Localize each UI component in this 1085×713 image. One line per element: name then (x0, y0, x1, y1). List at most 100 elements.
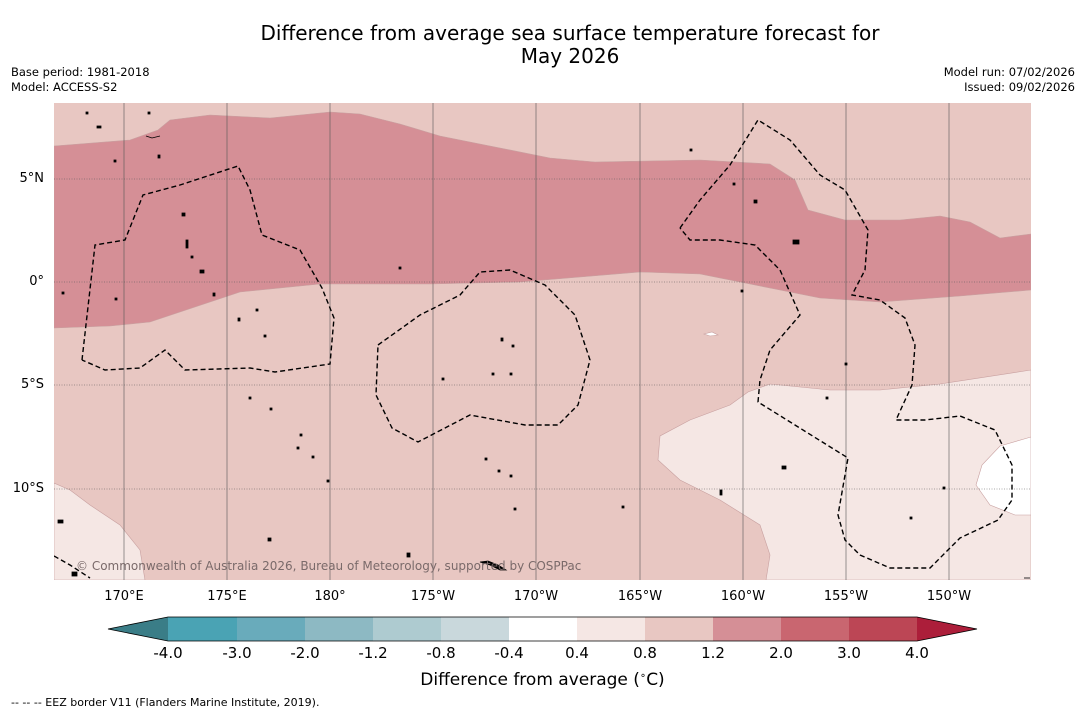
model-text: Model: ACCESS-S2 (11, 80, 118, 94)
eez-border-line-islands (679, 119, 1013, 569)
grid-lines-vertical (123, 103, 950, 580)
colorbar-tick-label: 0.8 (633, 644, 657, 662)
footnote-eez: -- -- -- EEZ border V11 (Flanders Marine… (11, 696, 320, 709)
copyright-text: © Commonwealth of Australia 2026, Bureau… (76, 559, 582, 573)
colorbar (107, 616, 978, 642)
colorbar-title-unit: C) (646, 670, 665, 690)
anomaly-small-patch (702, 331, 720, 337)
lat-label-5s: 5°S (20, 377, 44, 392)
island (326, 479, 330, 483)
colorbar-tick-label: -4.0 (153, 644, 183, 662)
map-panel (54, 103, 1031, 580)
island (71, 571, 78, 577)
island (263, 334, 267, 338)
colorbar-extend-left (108, 617, 168, 641)
island (61, 291, 65, 295)
colorbar-bin (645, 617, 713, 641)
island (185, 239, 189, 249)
island (199, 269, 205, 274)
issued-text: Issued: 09/02/2026 (964, 80, 1075, 94)
island (296, 446, 300, 450)
island (719, 489, 723, 496)
colorbar-bin (713, 617, 781, 641)
anomaly-region-neutral (975, 436, 1031, 516)
island (491, 372, 495, 376)
title-line-1: Difference from average sea surface temp… (260, 21, 880, 45)
island (145, 135, 161, 139)
colorbar-bin (849, 617, 917, 641)
colorbar-bin (237, 617, 305, 641)
meta-left: Base period: 1981-2018 Model: ACCESS-S2 (11, 65, 150, 95)
island (621, 505, 625, 509)
lon-label-175w: 175°W (410, 589, 456, 604)
colorbar-bin (168, 617, 237, 641)
lat-label-0: 0° (29, 274, 44, 289)
colorbar-tick-label: -2.0 (290, 644, 320, 662)
colorbar-tick-label: -0.4 (494, 644, 524, 662)
eez-borders (54, 119, 1013, 579)
lon-label-175e: 175°E (207, 589, 247, 604)
colorbar-title: Difference from average (∘C) (0, 670, 1085, 690)
colorbar-tick-label: 1.2 (701, 644, 725, 662)
eez-border-edge (54, 555, 91, 579)
island (114, 297, 118, 301)
base-period-text: Base period: 1981-2018 (11, 65, 150, 79)
island (509, 474, 513, 478)
lon-label-165w: 165°W (617, 589, 663, 604)
colorbar-tick-label: -1.2 (358, 644, 388, 662)
island (157, 154, 161, 159)
island (406, 552, 411, 558)
colorbar-bin (781, 617, 849, 641)
lon-label-180: 180° (314, 589, 346, 604)
island (740, 289, 744, 293)
lat-label-10s: 10°S (12, 481, 44, 496)
colorbar-tick-label: 2.0 (769, 644, 793, 662)
colorbar-title-text: Difference from average ( (420, 670, 640, 690)
island (85, 111, 89, 115)
lon-label-160w: 160°W (720, 589, 766, 604)
island (147, 111, 151, 115)
island (753, 199, 758, 204)
colorbar-outline (107, 616, 978, 642)
island (96, 125, 102, 129)
island (398, 266, 402, 270)
colorbar-tick-label: 0.4 (565, 644, 589, 662)
colorbar-tick-label: 3.0 (837, 644, 861, 662)
island (511, 344, 515, 348)
degree-symbol: ∘ (639, 670, 647, 682)
island (299, 433, 303, 437)
colorbar-bin (441, 617, 509, 641)
colorbar-tick-label: 4.0 (905, 644, 929, 662)
island (732, 182, 736, 186)
island (269, 407, 273, 411)
colorbar-bin (577, 617, 645, 641)
lon-label-170w: 170°W (513, 589, 559, 604)
island (513, 507, 517, 511)
eez-border-tuvalu-kiribati-west (81, 165, 335, 373)
island (792, 239, 800, 245)
island (484, 457, 488, 461)
colorbar-bin (305, 617, 373, 641)
model-run-text: Model run: 07/02/2026 (943, 65, 1075, 79)
island (497, 469, 501, 473)
island (942, 486, 946, 490)
island (500, 337, 504, 342)
grid-lines (54, 178, 1031, 490)
lon-label-150w: 150°W (926, 589, 972, 604)
anomaly-region-0.4-0.8-west (54, 482, 146, 580)
island-samoa (479, 560, 508, 571)
anomaly-region-1.2-2.0 (54, 111, 1031, 329)
island (248, 396, 252, 400)
island (311, 455, 315, 459)
island (267, 537, 272, 542)
colorbar-extend-right (917, 617, 977, 641)
island (909, 516, 913, 520)
island (181, 212, 186, 217)
island (190, 255, 194, 259)
lat-label-5n: 5°N (19, 171, 45, 186)
title-line-2: May 2026 (520, 44, 620, 68)
island (844, 362, 848, 366)
islands (57, 111, 1030, 579)
colorbar-tick-label: -0.8 (426, 644, 456, 662)
